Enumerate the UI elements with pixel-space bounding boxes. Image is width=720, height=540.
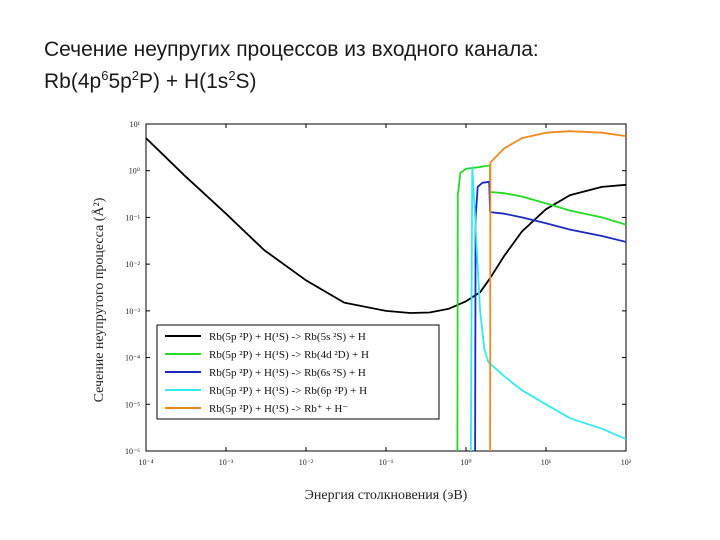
x-tick-label: 10⁰ (460, 458, 471, 467)
title-part: S) (235, 70, 257, 93)
title-sup: 2 (228, 68, 236, 83)
legend-box (156, 324, 440, 420)
y-tick-label: 10⁻⁶ (125, 447, 140, 456)
title-part: P) + H(1s (139, 70, 229, 93)
x-tick-label: 10¹ (541, 458, 552, 467)
legend-label: Rb(5p ²P) + H(¹S) -> Rb⁺ + H⁻ (209, 403, 348, 415)
slide-title: Сечение неупругих процессов из входного … (44, 34, 684, 98)
legend-label: Rb(5p ²P) + H(¹S) -> Rb(4d ²D) + H (209, 349, 369, 361)
series-line-0 (146, 137, 626, 314)
series-line-4 (489, 130, 626, 451)
y-tick-label: 10⁻¹ (125, 213, 140, 222)
axis-ticks: 10⁻⁴ 10⁻³ 10⁻² 10⁻¹ 10⁰ 10¹ 10² 10⁻⁶ 10⁻⁵ 10⁻⁴ 10⁻… (125, 120, 632, 467)
y-tick-label: 10⁰ (129, 167, 140, 176)
legend: Rb(5p ²P) + H(¹S) -> Rb(5s ²S) + H Rb(5p … (156, 324, 440, 420)
title-part: 5p (108, 70, 132, 93)
y-tick-label: 10⁻⁴ (125, 354, 140, 363)
x-axis-label: Энергия столкновения (эВ) (305, 488, 468, 503)
title-part: Rb(4p (44, 70, 102, 93)
x-tick-label: 10⁻⁴ (138, 458, 153, 467)
x-tick-label: 10⁻¹ (379, 458, 394, 467)
series-line-3 (470, 166, 626, 451)
x-tick-label: 10⁻³ (219, 458, 234, 467)
slide-title-line1: Сечение неупругих процессов из входного … (44, 38, 539, 61)
y-tick-label: 10⁻² (125, 260, 140, 269)
series-group (146, 130, 626, 451)
legend-label: Rb(5p ²P) + H(¹S) -> Rb(5s ²S) + H (209, 331, 366, 343)
series-line-2 (474, 180, 626, 451)
y-tick-label: 10¹ (130, 120, 141, 129)
y-tick-label: 10⁻⁵ (125, 400, 140, 409)
legend-label: Rb(5p ²P) + H(¹S) -> Rb(6p ²P) + H (209, 385, 367, 397)
y-axis-label: Сечение неупругого процесса (Å²) (91, 197, 107, 402)
slide-title-line2: Rb(4p65p2P) + H(1s2S) (44, 66, 684, 98)
y-tick-label: 10⁻³ (125, 307, 140, 316)
x-tick-label: 10⁻² (299, 458, 314, 467)
title-sup: 6 (101, 68, 109, 83)
legend-label: Rb(5p ²P) + H(¹S) -> Rb(6s ²S) + H (209, 367, 366, 379)
x-tick-label: 10² (621, 458, 632, 467)
title-sup: 2 (131, 68, 140, 83)
